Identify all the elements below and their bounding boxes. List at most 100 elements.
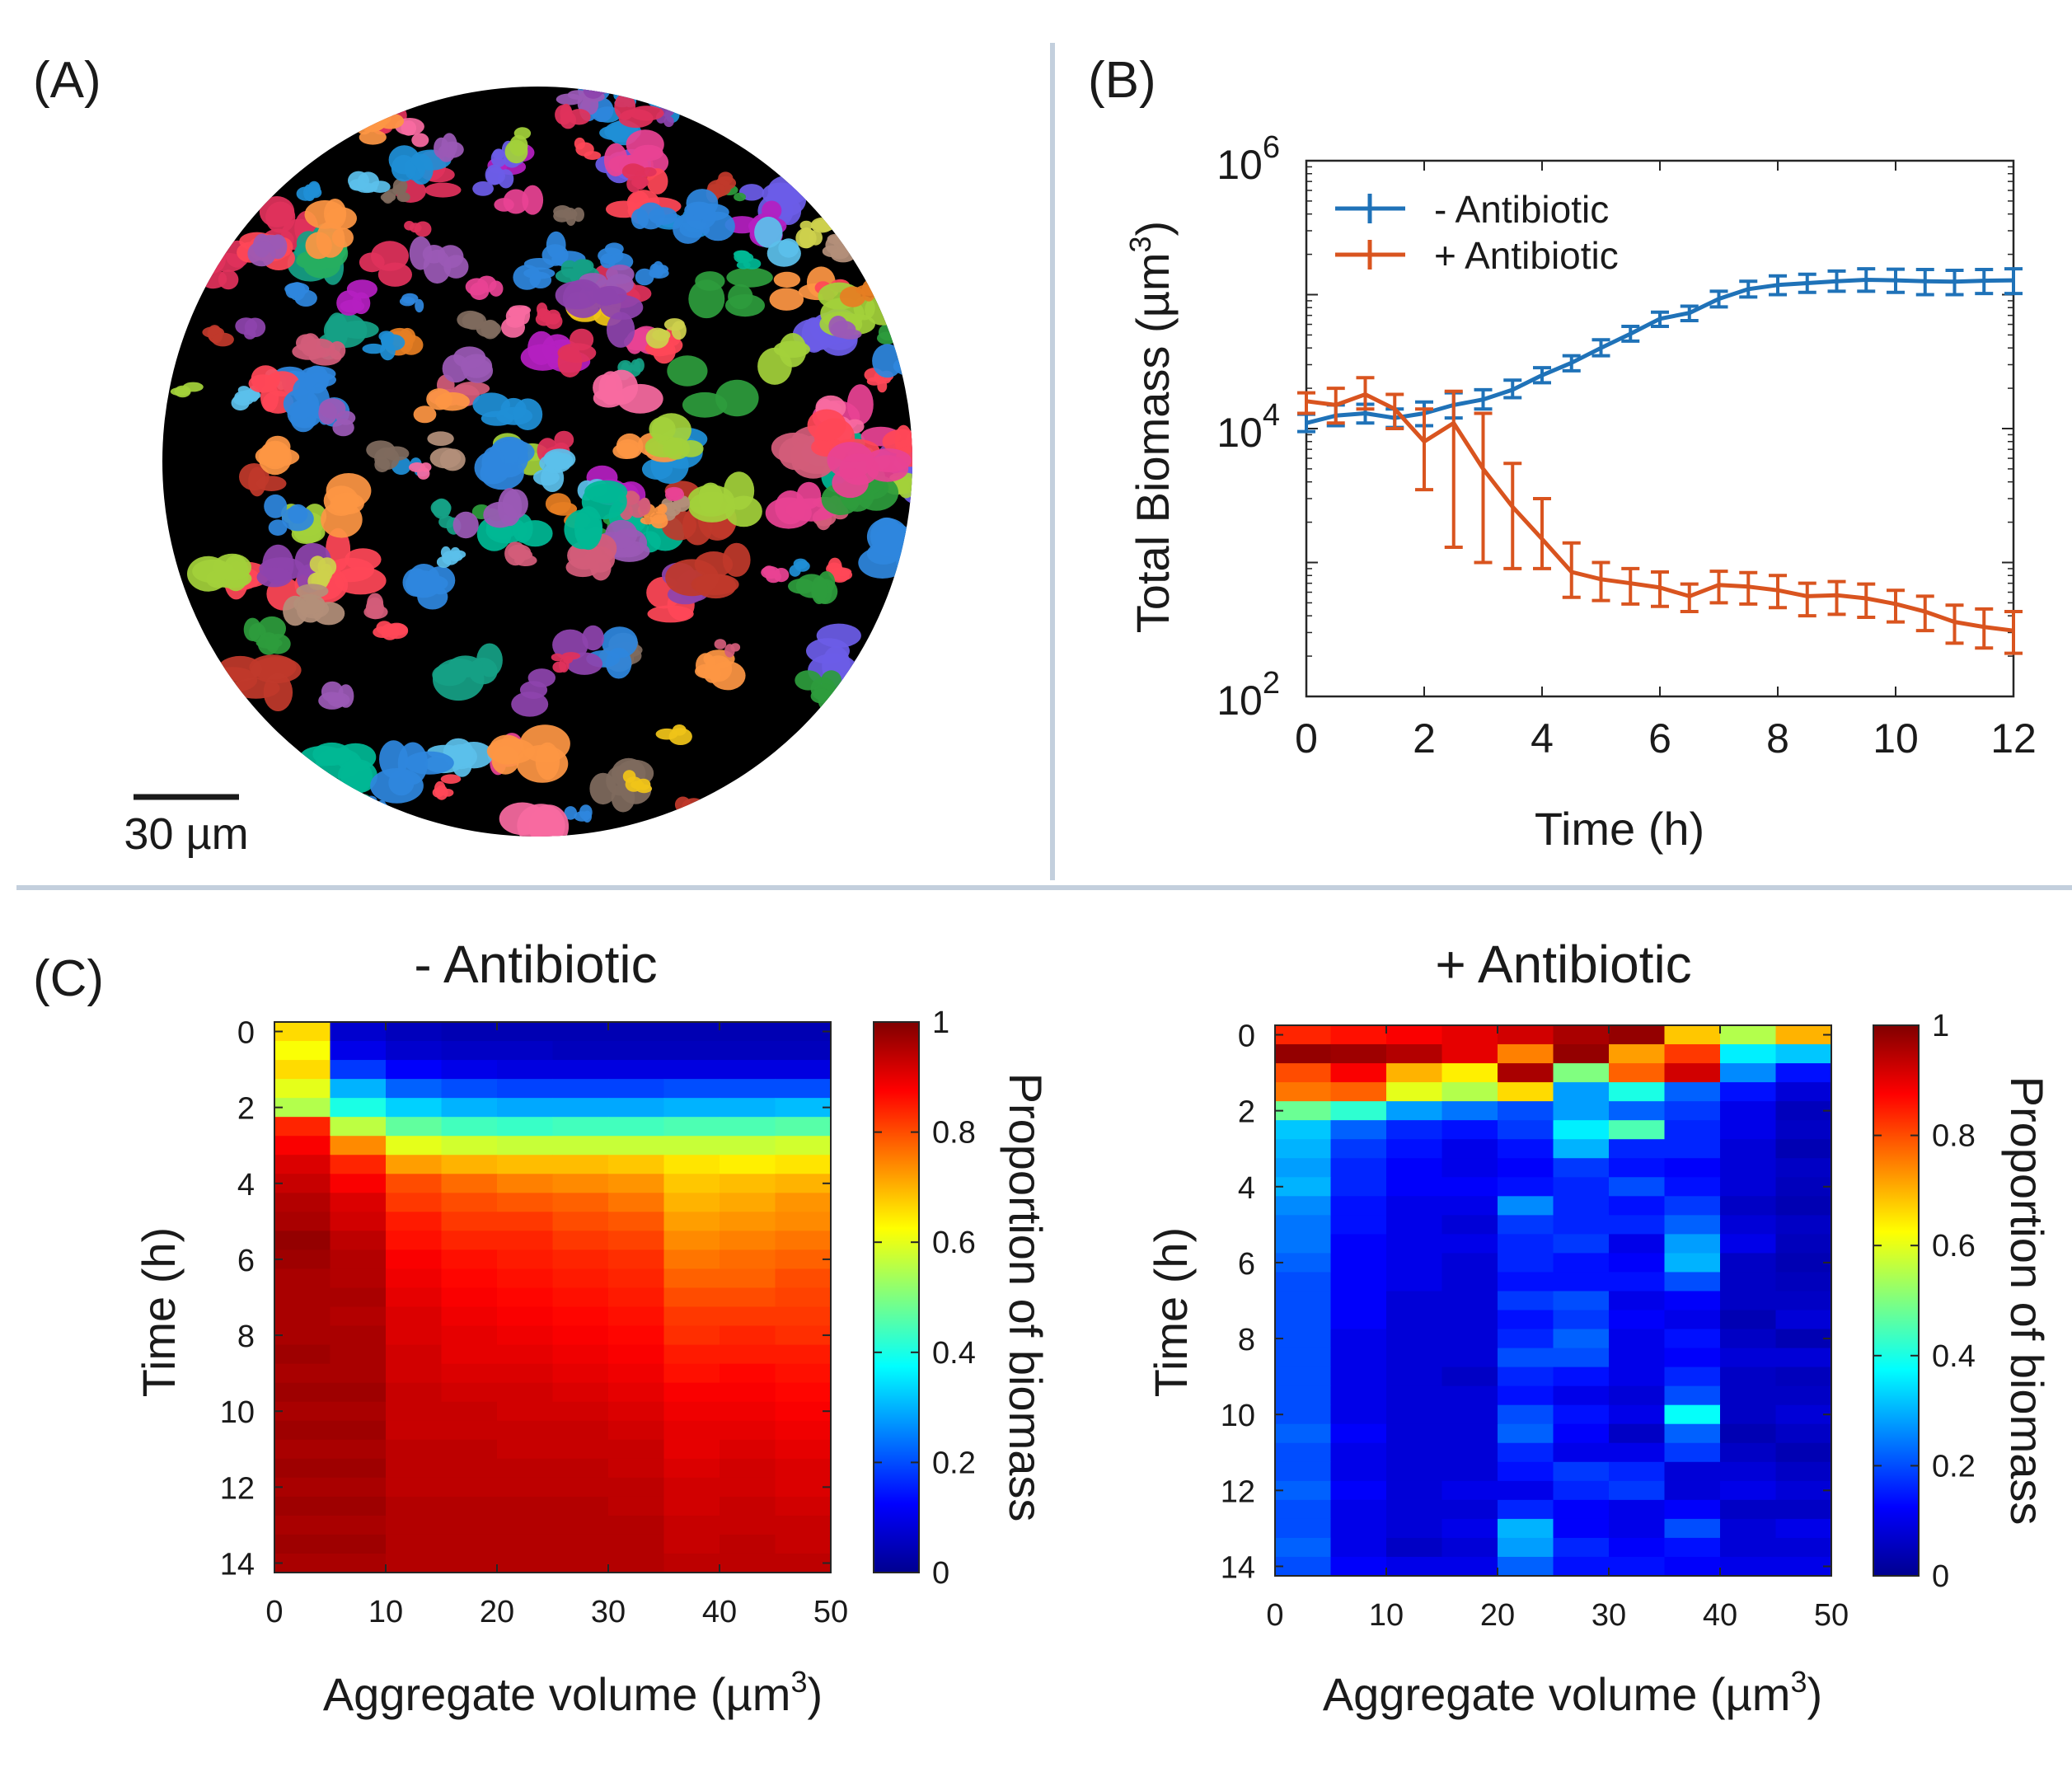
heatmap-cell <box>1330 1082 1387 1102</box>
heatmap-cell <box>1664 1101 1721 1121</box>
aggregate-blob-lobe <box>546 231 566 259</box>
heatmap-cell <box>1498 1385 1554 1406</box>
heatmap-cell <box>386 1060 443 1080</box>
heatmap-cell <box>775 1174 832 1193</box>
heatmap-cell <box>497 1439 554 1460</box>
heatmap-cell <box>552 1231 609 1251</box>
aggregate-blob <box>404 221 432 237</box>
heatmap-cell <box>775 1079 832 1099</box>
heatmap-cell <box>1498 1537 1554 1558</box>
heatmap-cell <box>1775 1518 1832 1539</box>
heatmap-cell <box>1664 1537 1721 1558</box>
heatmap-cell <box>1498 1120 1554 1140</box>
heatmap-cell <box>1553 1063 1610 1083</box>
heatmap-cell <box>1330 1367 1387 1387</box>
heatmap-cell <box>386 1117 443 1137</box>
heatmap-cell <box>720 1268 776 1289</box>
y-tick-label: 102 <box>1216 666 1280 724</box>
aggregate-blob <box>296 180 322 202</box>
colorbar-tick-label: 0.2 <box>1932 1449 1976 1484</box>
heatmap-cell <box>1553 1082 1610 1102</box>
x-tick-label: 20 <box>480 1595 514 1629</box>
heatmap-cell <box>1330 1215 1387 1235</box>
aggregate-blob-lobe <box>896 544 912 577</box>
heatmap-cell <box>1664 1082 1721 1102</box>
heatmap-cell <box>720 1022 776 1042</box>
heatmap-cell <box>1386 1234 1443 1254</box>
aggregate-blob-lobe <box>326 207 358 230</box>
heatmap-cell <box>330 1117 387 1137</box>
heatmap-cell <box>663 1458 720 1479</box>
heatmap-cell <box>775 1041 832 1061</box>
aggregate-blob-lobe <box>631 88 647 100</box>
aggregate-blob-lobe <box>810 688 832 704</box>
heatmap-cell <box>1609 1367 1666 1387</box>
aggregate-blob-lobe <box>687 485 735 517</box>
aggregate-blob-lobe <box>285 283 299 298</box>
heatmap-cell <box>274 1344 331 1365</box>
heatmap-cell <box>775 1477 832 1498</box>
aggregate-blob-lobe <box>323 313 368 349</box>
heatmap-cell <box>1775 1423 1832 1444</box>
heatmap-cell <box>1441 1196 1498 1216</box>
heatmap-cell <box>663 1098 720 1118</box>
heatmap-cell <box>775 1306 832 1327</box>
aggregate-blob-lobe <box>470 282 490 301</box>
heatmap-cell <box>663 1174 720 1193</box>
aggregate-blob-lobe <box>663 438 691 460</box>
heatmap-cell <box>663 1193 720 1212</box>
heatmap-cell <box>497 1117 554 1137</box>
heatmap-cell <box>1275 1518 1332 1539</box>
aggregate-blob-lobe <box>264 494 288 518</box>
aggregate-blob <box>757 333 811 385</box>
heatmap-cell <box>441 1325 498 1346</box>
aggregate-blob <box>754 216 801 267</box>
heatmap-cell <box>1609 1253 1666 1273</box>
heatmap-cell <box>608 1401 665 1422</box>
heatmap-cell <box>1498 1253 1554 1273</box>
aggregate-blob-lobe <box>587 87 614 94</box>
heatmap-cell <box>1275 1025 1332 1045</box>
aggregate-blob-lobe <box>811 218 837 232</box>
heatmap-cell <box>552 1174 609 1193</box>
aggregate-blob-lobe <box>736 260 751 270</box>
heatmap-cell <box>552 1249 609 1270</box>
aggregate-blob-lobe <box>318 401 337 424</box>
heatmap-cell <box>1553 1177 1610 1197</box>
heatmap-cell <box>1775 1404 1832 1425</box>
heatmap-cell <box>1775 1329 1832 1349</box>
heatmap-cell <box>274 1325 331 1346</box>
aggregate-blob-lobe <box>574 506 603 551</box>
heatmap-cell <box>441 1458 498 1479</box>
x-tick-label: 10 <box>368 1595 403 1629</box>
aggregate-blob <box>300 742 377 794</box>
x-tick-label: 40 <box>1703 1598 1737 1633</box>
heatmap-cell <box>1664 1442 1721 1463</box>
aggregate-blob-lobe <box>413 405 437 424</box>
heatmap-cell <box>1441 1082 1498 1102</box>
aggregate-blob-lobe <box>256 567 293 588</box>
heatmap-cell <box>775 1287 832 1308</box>
aggregate-blob-lobe <box>397 742 429 785</box>
heatmap-cell <box>497 1306 554 1327</box>
x-tick-label: 0 <box>1295 715 1318 762</box>
heatmap-cell <box>497 1268 554 1289</box>
aggregate-blob-lobe <box>714 639 727 649</box>
aggregate-blob-lobe <box>884 292 900 311</box>
heatmap-cell <box>1664 1367 1721 1387</box>
heatmap-cell <box>1609 1063 1666 1083</box>
heatmap-cell <box>552 1098 609 1118</box>
aggregate-blob-lobe <box>288 504 308 524</box>
heatmap-cell <box>775 1098 832 1118</box>
aggregate-blob <box>551 652 581 673</box>
aggregate-blob-lobe <box>283 389 319 419</box>
heatmap-cell <box>1609 1234 1666 1254</box>
heatmap-cell <box>1275 1499 1332 1520</box>
heatmap-cell <box>497 1155 554 1174</box>
heatmap-cell <box>441 1060 498 1080</box>
heatmap-cell <box>1275 1404 1332 1425</box>
heatmap-cell <box>1498 1272 1554 1292</box>
series-antibiotic <box>1297 376 2023 655</box>
aggregate-blob <box>765 481 837 529</box>
aggregate-blob-lobe <box>895 342 912 356</box>
